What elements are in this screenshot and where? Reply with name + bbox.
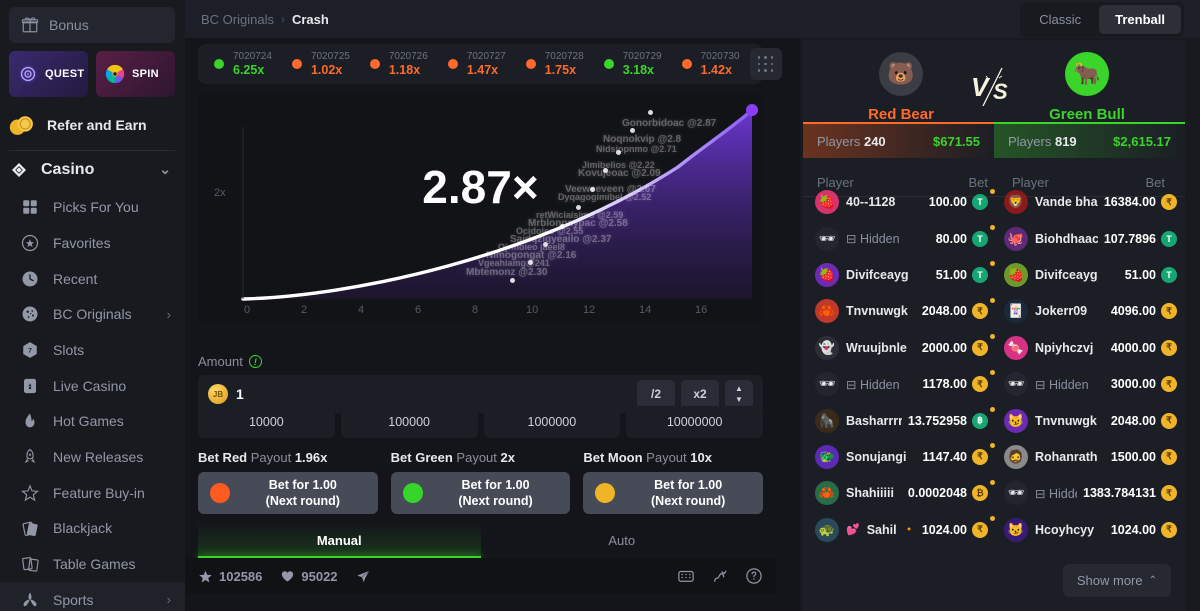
svg-text:V: V	[971, 72, 991, 102]
svg-text:7: 7	[28, 348, 32, 355]
